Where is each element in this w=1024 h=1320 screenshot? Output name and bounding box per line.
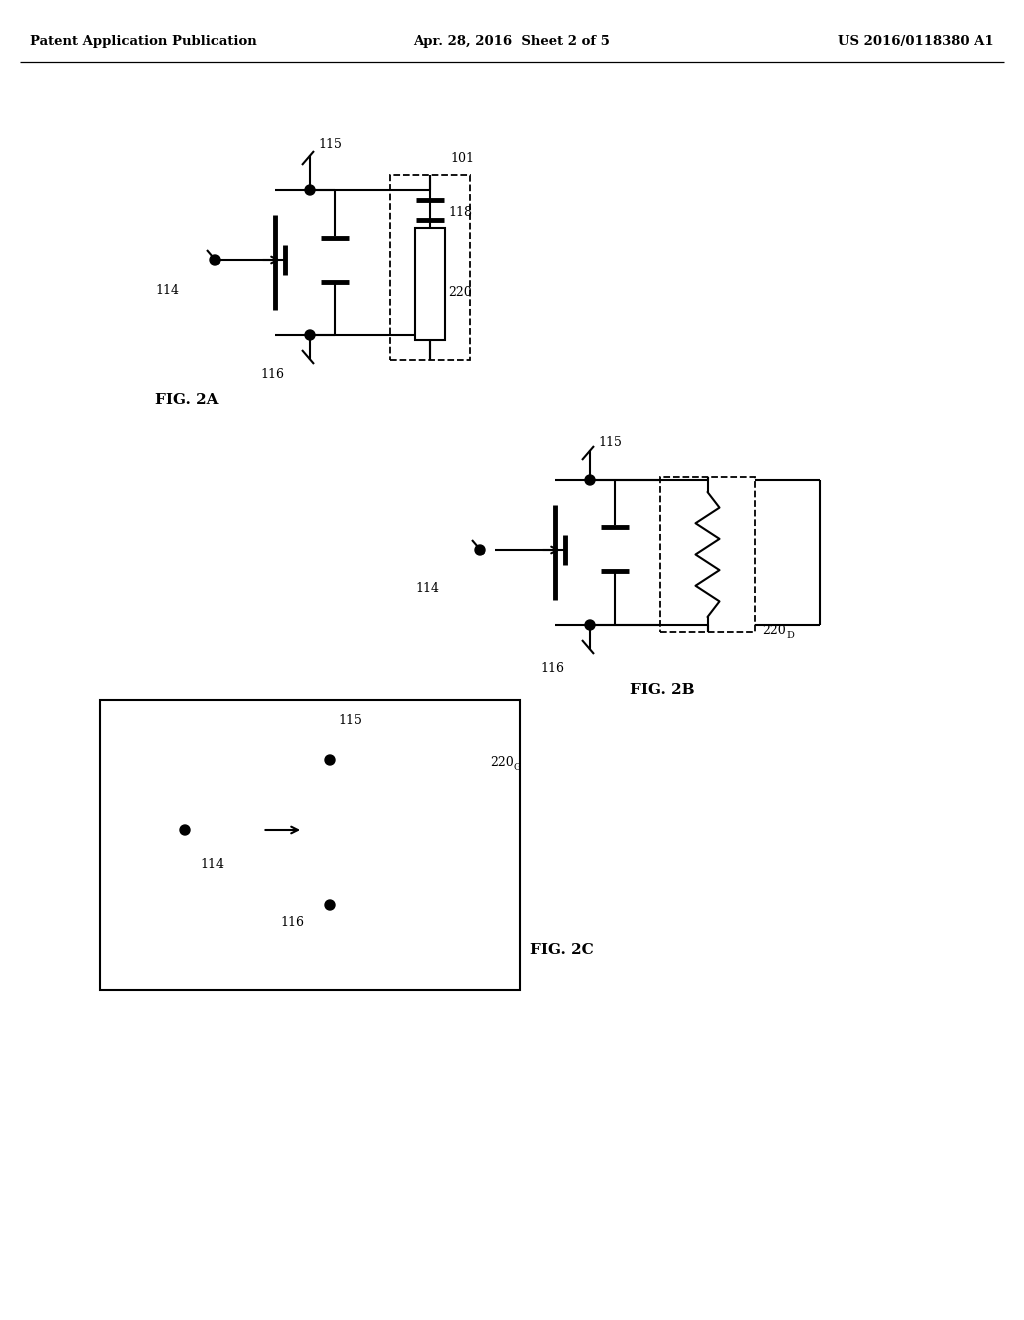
Text: G: G — [514, 763, 522, 771]
Text: 116: 116 — [540, 661, 564, 675]
Text: 114: 114 — [200, 858, 224, 871]
Text: 115: 115 — [338, 714, 361, 726]
Text: Apr. 28, 2016  Sheet 2 of 5: Apr. 28, 2016 Sheet 2 of 5 — [414, 36, 610, 49]
Text: Patent Application Publication: Patent Application Publication — [30, 36, 257, 49]
Text: 118: 118 — [449, 206, 472, 219]
Bar — [390, 756, 485, 912]
Circle shape — [305, 185, 315, 195]
Text: FIG. 2B: FIG. 2B — [630, 682, 694, 697]
Circle shape — [305, 330, 315, 341]
Circle shape — [585, 475, 595, 484]
Text: US 2016/0118380 A1: US 2016/0118380 A1 — [839, 36, 994, 49]
Text: 220: 220 — [762, 623, 785, 636]
Text: 114: 114 — [155, 284, 179, 297]
Bar — [660, 477, 755, 632]
Text: 116: 116 — [280, 916, 304, 928]
Circle shape — [585, 620, 595, 630]
Text: FIG. 2A: FIG. 2A — [155, 393, 218, 407]
Circle shape — [180, 825, 190, 836]
Text: D: D — [786, 631, 794, 639]
Circle shape — [325, 755, 335, 766]
Bar — [100, 700, 520, 990]
Text: 220: 220 — [449, 285, 472, 298]
Bar — [415, 228, 445, 341]
Bar — [390, 176, 470, 360]
Text: 115: 115 — [318, 139, 342, 152]
Circle shape — [475, 545, 485, 554]
Text: 220: 220 — [490, 755, 514, 768]
Text: FIG. 2C: FIG. 2C — [530, 942, 594, 957]
Text: 114: 114 — [415, 582, 439, 594]
Circle shape — [210, 255, 220, 265]
Text: 116: 116 — [260, 368, 284, 381]
Text: 101: 101 — [450, 152, 474, 165]
Circle shape — [325, 900, 335, 909]
Text: 115: 115 — [598, 436, 622, 449]
